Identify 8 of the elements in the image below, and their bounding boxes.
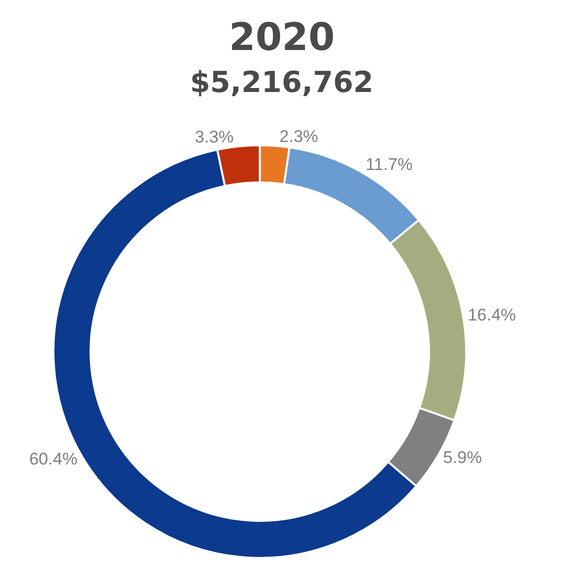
chart-subtitle: $5,216,762 <box>190 65 374 99</box>
data-label: 3.3% <box>194 127 234 146</box>
data-label: 2.3% <box>279 126 318 146</box>
data-label: 60.4% <box>29 450 78 469</box>
chart-title: 2020 <box>229 15 335 59</box>
data-label: 5.9% <box>443 448 482 467</box>
data-label: 11.7% <box>366 155 413 174</box>
data-label: 16.4% <box>468 306 516 325</box>
